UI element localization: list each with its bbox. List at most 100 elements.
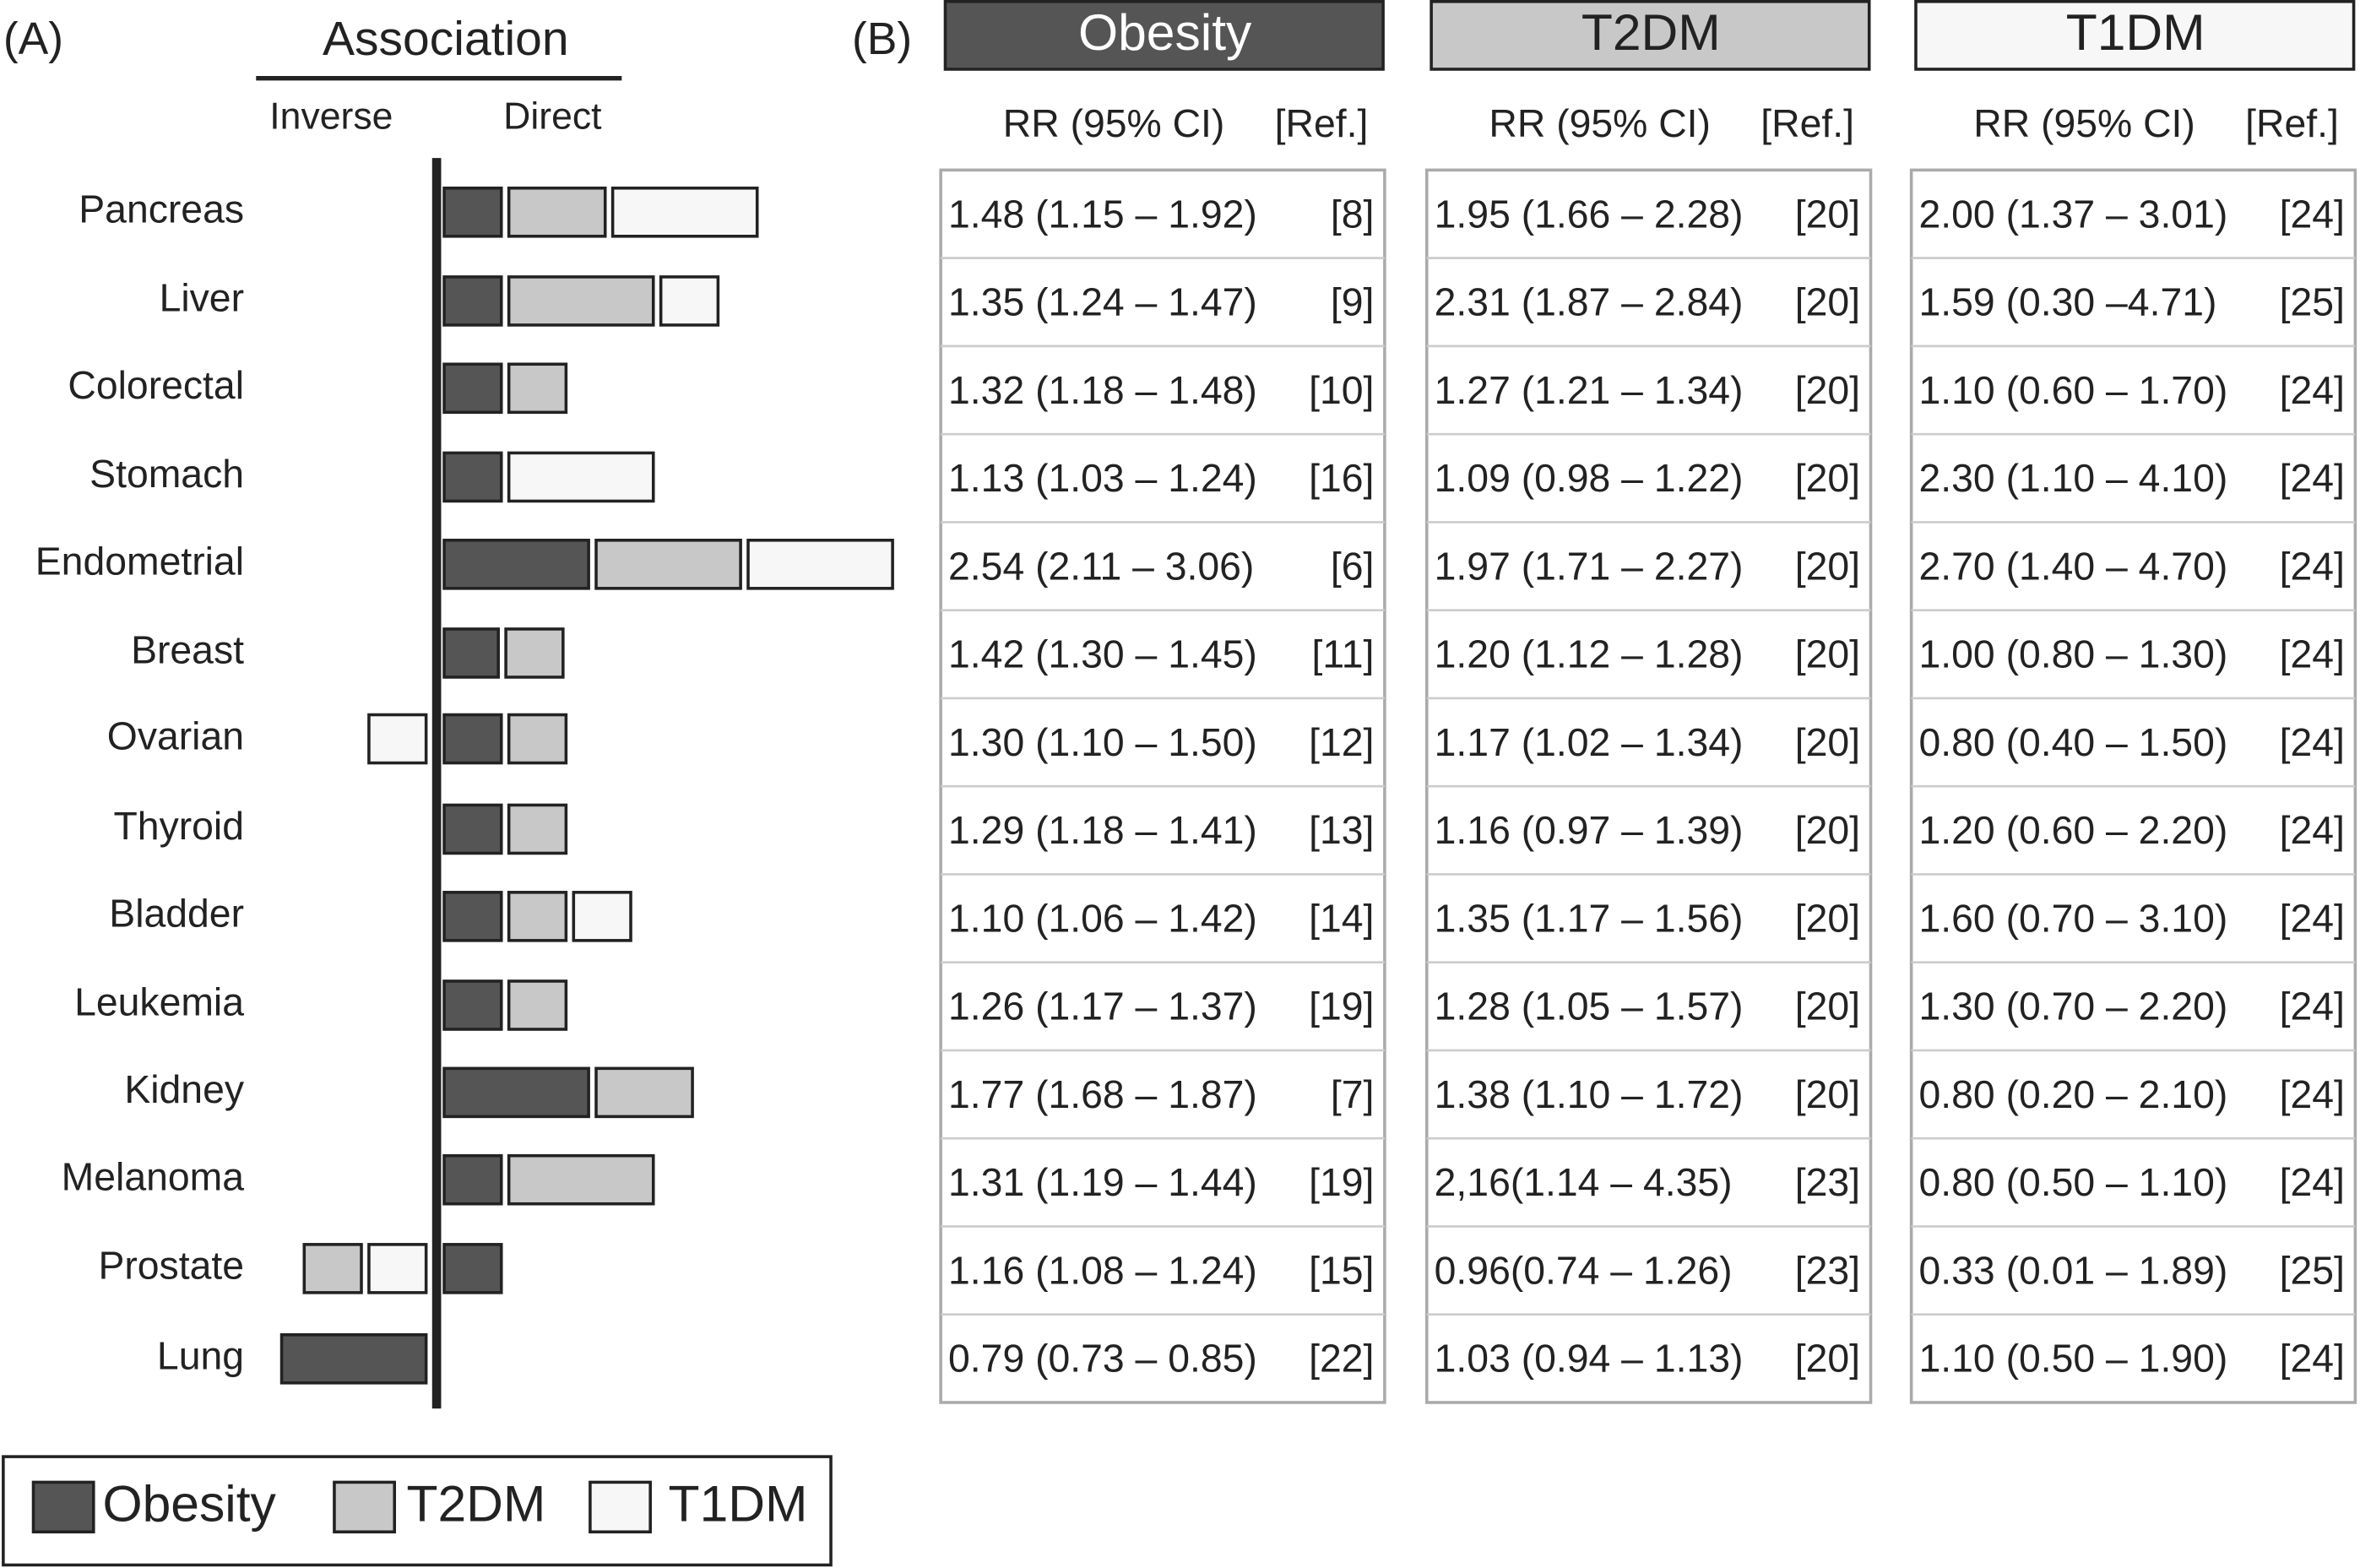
ref-cell: [23]	[1795, 1248, 1860, 1292]
rr-cell: 1.30 (1.10 – 1.50)	[948, 720, 1257, 764]
ref-cell: [24]	[2280, 985, 2345, 1028]
association-bar	[442, 1243, 503, 1294]
ref-cell: [24]	[2280, 1072, 2345, 1116]
ref-cell: [20]	[1795, 808, 1860, 852]
ref-cell: [7]	[1331, 1072, 1375, 1116]
association-bar	[507, 275, 655, 327]
ref-cell: [22]	[1309, 1337, 1374, 1381]
column-header: RR (95% CI)	[1003, 101, 1225, 145]
rr-cell: 1.32 (1.18 – 1.48)	[948, 368, 1257, 412]
rr-cell: 1.10 (0.50 – 1.90)	[1919, 1337, 2228, 1381]
association-bar	[442, 186, 503, 238]
ref-cell: [16]	[1309, 456, 1374, 500]
rr-cell: 2.70 (1.40 – 4.70)	[1919, 544, 2228, 588]
association-bar	[279, 1332, 428, 1385]
group-title: T2DM	[1581, 3, 1721, 61]
ref-cell: [20]	[1795, 1072, 1860, 1116]
ref-cell: [24]	[2280, 632, 2345, 676]
ref-cell: [20]	[1795, 280, 1860, 324]
ref-cell: [20]	[1795, 632, 1860, 676]
rr-cell: 1.59 (0.30 –4.71)	[1919, 280, 2217, 324]
rr-cell: 1.09 (0.98 – 1.22)	[1435, 456, 1744, 500]
ref-cell: [24]	[2280, 720, 2345, 764]
ref-cell: [24]	[2280, 544, 2345, 588]
rr-cell: 1.16 (1.08 – 1.24)	[948, 1248, 1257, 1292]
rr-cell: 1.77 (1.68 – 1.87)	[948, 1072, 1257, 1116]
association-bar	[594, 539, 742, 590]
row-label: Melanoma	[62, 1154, 245, 1198]
ref-cell: [25]	[2280, 280, 2345, 324]
association-bar	[507, 803, 568, 855]
legend-label: Obesity	[102, 1475, 276, 1533]
column-header: RR (95% CI)	[1489, 101, 1711, 145]
inverse-label: Inverse	[269, 96, 393, 138]
ref-cell: [25]	[2280, 1248, 2345, 1292]
rr-cell: 1.17 (1.02 – 1.34)	[1435, 720, 1744, 764]
rr-cell: 1.26 (1.17 – 1.37)	[948, 985, 1257, 1028]
ref-cell: [9]	[1331, 280, 1375, 324]
association-bar	[507, 713, 568, 765]
association-bar	[507, 362, 568, 415]
row-label: Pancreas	[79, 187, 244, 231]
row-label: Stomach	[90, 452, 244, 496]
row-label: Breast	[131, 628, 244, 672]
ref-cell: [12]	[1309, 720, 1374, 764]
association-bar	[442, 1066, 590, 1119]
rr-cell: 0.96(0.74 – 1.26)	[1435, 1248, 1733, 1292]
row-label: Lung	[157, 1334, 244, 1378]
panel-label: (A)	[3, 14, 63, 64]
rr-cell: 1.30 (0.70 – 2.20)	[1919, 985, 2228, 1028]
ref-cell: [20]	[1795, 720, 1860, 764]
rr-cell: 1.29 (1.18 – 1.41)	[948, 808, 1257, 852]
association-bar	[507, 979, 568, 1031]
rr-cell: 0.79 (0.73 – 0.85)	[948, 1337, 1257, 1381]
row-label: Leukemia	[74, 980, 244, 1024]
ref-cell: [24]	[2280, 456, 2345, 500]
ref-cell: [19]	[1309, 985, 1374, 1028]
rr-cell: 2.00 (1.37 – 3.01)	[1919, 192, 2228, 236]
group-header-box	[1914, 0, 2356, 71]
rr-cell: 2.31 (1.87 – 2.84)	[1435, 280, 1744, 324]
association-bar	[442, 891, 503, 942]
row-label: Kidney	[124, 1067, 244, 1111]
rr-cell: 1.20 (1.12 – 1.28)	[1435, 632, 1744, 676]
association-bar	[302, 1243, 363, 1294]
ref-cell: [14]	[1309, 896, 1374, 940]
association-bar	[594, 1066, 694, 1119]
ref-cell: [24]	[2280, 808, 2345, 852]
ref-cell: [19]	[1309, 1160, 1374, 1204]
column-header: [Ref.]	[2245, 101, 2339, 145]
legend-box	[2, 1455, 833, 1567]
ref-cell: [13]	[1309, 808, 1374, 852]
ref-cell: [24]	[2280, 368, 2345, 412]
ref-cell: [20]	[1795, 368, 1860, 412]
association-bar	[504, 627, 565, 679]
rr-cell: 1.42 (1.30 – 1.45)	[948, 632, 1257, 676]
association-bar	[442, 451, 503, 503]
ref-cell: [20]	[1795, 1337, 1860, 1381]
ref-cell: [24]	[2280, 192, 2345, 236]
legend-label: T1DM	[669, 1475, 808, 1533]
rr-cell: 1.97 (1.71 – 2.27)	[1435, 544, 1744, 588]
direct-label: Direct	[503, 96, 602, 138]
ref-cell: [20]	[1795, 456, 1860, 500]
rr-cell: 1.28 (1.05 – 1.57)	[1435, 985, 1744, 1028]
legend-label: T2DM	[406, 1475, 545, 1533]
rr-cell: 1.10 (1.06 – 1.42)	[948, 896, 1257, 940]
ref-cell: [24]	[2280, 1337, 2345, 1381]
rr-cell: 1.00 (0.80 – 1.30)	[1919, 632, 2228, 676]
row-label: Liver	[160, 276, 244, 320]
row-label: Ovarian	[107, 713, 244, 757]
panel-heading: Association	[323, 12, 569, 66]
group-title: T1DM	[2066, 3, 2205, 61]
rr-cell: 2.30 (1.10 – 4.10)	[1919, 456, 2228, 500]
association-bar	[507, 186, 607, 238]
row-label: Prostate	[98, 1244, 244, 1288]
rr-cell: 1.60 (0.70 – 3.10)	[1919, 896, 2228, 940]
ref-cell: [10]	[1309, 368, 1374, 412]
legend-swatch	[589, 1480, 652, 1534]
ref-cell: [20]	[1795, 544, 1860, 588]
rr-cell: 1.31 (1.19 – 1.44)	[948, 1160, 1257, 1204]
association-bar	[442, 539, 590, 590]
